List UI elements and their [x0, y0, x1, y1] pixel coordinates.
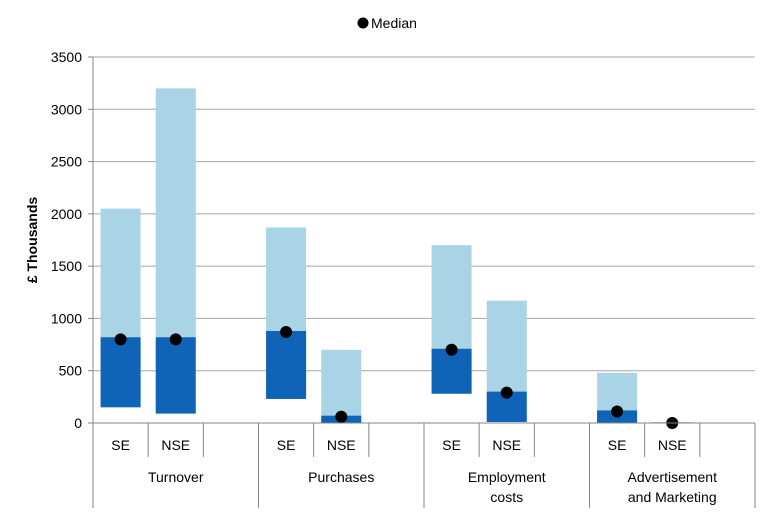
bar-inner-range	[431, 348, 472, 394]
subcategory-label: SE	[111, 437, 130, 453]
y-tick-label: 0	[74, 415, 82, 431]
category-label: Turnover	[148, 469, 204, 485]
bar-inner-range	[155, 337, 196, 414]
subcategory-label: NSE	[492, 437, 521, 453]
legend: Median	[357, 15, 417, 31]
subcategory-label: SE	[277, 437, 296, 453]
y-tick-label: 500	[59, 363, 83, 379]
subcategory-label: SE	[442, 437, 461, 453]
category-label: costs	[490, 489, 523, 505]
y-tick-label: 1000	[51, 310, 82, 326]
y-axis-title: £ Thousands	[24, 197, 40, 284]
bar-inner-range	[100, 337, 141, 408]
y-tick-label: 1500	[51, 258, 82, 274]
subcategory-label: SE	[608, 437, 627, 453]
median-marker	[114, 333, 127, 346]
y-axis-ticks: 0 500 1000 1500 2000 2500 3000 3500	[51, 49, 94, 431]
y-tick-label: 2500	[51, 154, 82, 170]
subcategory-label: NSE	[658, 437, 687, 453]
y-tick-label: 3000	[51, 101, 82, 117]
legend-median-marker	[357, 17, 369, 29]
bars	[100, 88, 693, 429]
category-label: Advertisement	[628, 469, 718, 485]
category-label: Purchases	[308, 469, 374, 485]
y-tick-label: 3500	[51, 49, 82, 65]
median-marker	[611, 405, 624, 418]
median-marker	[500, 386, 513, 399]
median-marker	[280, 326, 293, 339]
subcategory-label: NSE	[327, 437, 356, 453]
y-tick-label: 2000	[51, 206, 82, 222]
median-marker	[169, 333, 182, 346]
bar-inner-range	[266, 330, 307, 399]
subcategory-label: NSE	[161, 437, 190, 453]
median-marker	[445, 343, 458, 356]
x-axis: Turnover SE NSE Purchases SE NSE Employment cos…	[92, 422, 756, 508]
gridlines	[93, 56, 755, 372]
category-label: and Marketing	[628, 489, 717, 505]
median-marker	[335, 410, 348, 423]
legend-median-label: Median	[371, 15, 417, 31]
category-label: Employment	[468, 469, 546, 485]
